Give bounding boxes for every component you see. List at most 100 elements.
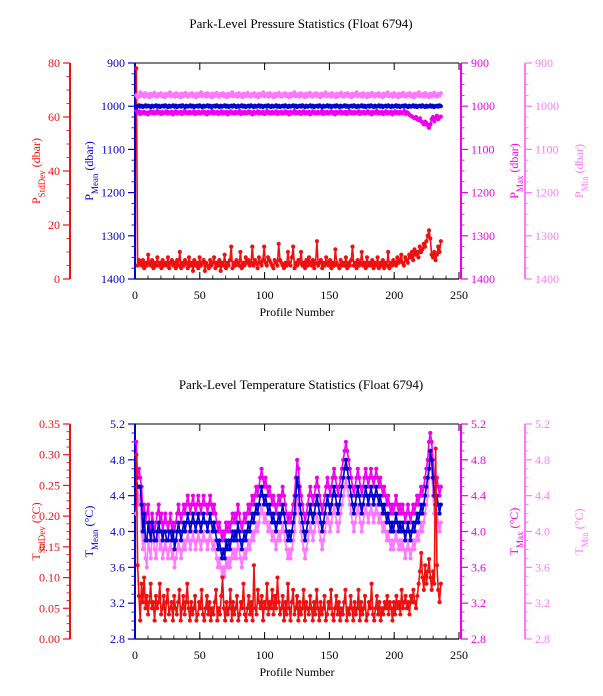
- stddev-point: [199, 587, 204, 592]
- mean-point: [292, 511, 297, 516]
- mean-point: [378, 493, 383, 498]
- stddev-point: [385, 593, 390, 599]
- max-point: [155, 511, 160, 516]
- mean-point: [345, 466, 350, 471]
- mean-y-tick-label: 1200: [101, 186, 125, 200]
- stddev-point: [311, 600, 317, 605]
- mean-point: [271, 511, 276, 516]
- stddev-point: [393, 263, 399, 268]
- stddev-point: [217, 258, 222, 263]
- stddev-label-sub: StdDev: [37, 526, 47, 554]
- stddev-point: [420, 575, 425, 580]
- mean-point: [138, 484, 143, 489]
- stddev-point: [187, 618, 192, 623]
- stddev-label-main: P: [29, 197, 43, 204]
- stddev-point: [389, 606, 394, 611]
- max-point: [386, 493, 391, 498]
- mean-point: [208, 511, 213, 516]
- max-point: [355, 466, 360, 471]
- min-point: [251, 538, 256, 543]
- mean-point: [289, 529, 294, 534]
- min-point: [416, 538, 421, 543]
- max-point: [196, 493, 201, 498]
- stddev-point: [149, 606, 155, 611]
- max-label-unit: (dbar): [507, 143, 521, 175]
- stddev-point: [382, 600, 387, 605]
- stddev-point: [152, 618, 157, 623]
- max-point: [314, 475, 320, 480]
- stddev-point: [372, 618, 377, 623]
- max-point: [296, 466, 301, 471]
- stddev-point: [347, 612, 352, 617]
- min-point: [169, 556, 174, 561]
- mean-point: [322, 511, 327, 516]
- mean-point: [310, 520, 316, 525]
- mean-point: [237, 529, 242, 534]
- mean-label-sub: Mean: [90, 529, 100, 550]
- stddev-point: [194, 260, 200, 265]
- max-point: [291, 502, 296, 507]
- stddev-point: [181, 593, 186, 599]
- stddev-point: [342, 600, 347, 605]
- mean-point: [205, 529, 210, 534]
- stddev-point: [248, 260, 254, 265]
- stddev-point: [185, 581, 190, 586]
- stddev-point: [159, 266, 164, 271]
- stddev-point: [357, 618, 362, 623]
- min-series-line: [135, 450, 442, 577]
- stddev-point: [253, 606, 258, 611]
- stddev-point: [306, 255, 312, 260]
- stddev-point: [309, 263, 314, 268]
- mean-point: [424, 484, 429, 489]
- stddev-point: [190, 612, 195, 617]
- stddev-point: [436, 587, 441, 592]
- stddev-point: [387, 266, 392, 271]
- mean-point: [329, 502, 334, 507]
- stddev-point: [220, 575, 225, 580]
- mean-point: [317, 511, 322, 516]
- min-y-tick-label: 3.6: [535, 560, 550, 574]
- stddev-point: [144, 263, 149, 268]
- mean-y-tick-label: 4.8: [110, 453, 125, 467]
- min-point: [385, 90, 390, 95]
- mean-point: [429, 457, 434, 462]
- stddev-point: [302, 266, 308, 271]
- stddev-point: [345, 606, 351, 611]
- stddev-point: [254, 612, 259, 617]
- stddev-point: [192, 258, 197, 263]
- mean-point: [281, 511, 287, 516]
- min-point: [199, 90, 204, 95]
- mean-point: [172, 547, 177, 552]
- mean-point: [140, 529, 145, 534]
- mean-point: [221, 547, 226, 552]
- max-label-main: P: [507, 192, 521, 199]
- stddev-point: [413, 606, 419, 611]
- max-point: [378, 475, 383, 480]
- mean-point: [150, 520, 155, 525]
- stddev-point: [250, 618, 255, 623]
- stddev-point: [276, 241, 281, 246]
- min-point: [310, 538, 316, 543]
- mean-point: [416, 520, 421, 525]
- stddev-y-tick-label: 0.25: [39, 478, 60, 492]
- mean-point: [346, 475, 351, 480]
- mean-point: [259, 484, 264, 489]
- stddev-point: [270, 587, 275, 592]
- stddev-point: [321, 606, 326, 611]
- mean-point: [243, 538, 248, 543]
- mean-point: [393, 511, 399, 516]
- stddev-point: [426, 228, 432, 233]
- stddev-point: [189, 600, 194, 605]
- stddev-point: [160, 258, 165, 263]
- max-point: [208, 493, 213, 498]
- min-point: [302, 556, 308, 561]
- stddev-point: [430, 569, 436, 574]
- stddev-point: [368, 606, 373, 611]
- stddev-point: [266, 612, 271, 617]
- max-point: [331, 466, 337, 471]
- mean-point: [196, 511, 201, 516]
- stddev-point: [423, 563, 428, 568]
- stddev-point: [319, 612, 325, 617]
- stddev-point: [241, 581, 246, 586]
- stddev-point: [170, 618, 175, 623]
